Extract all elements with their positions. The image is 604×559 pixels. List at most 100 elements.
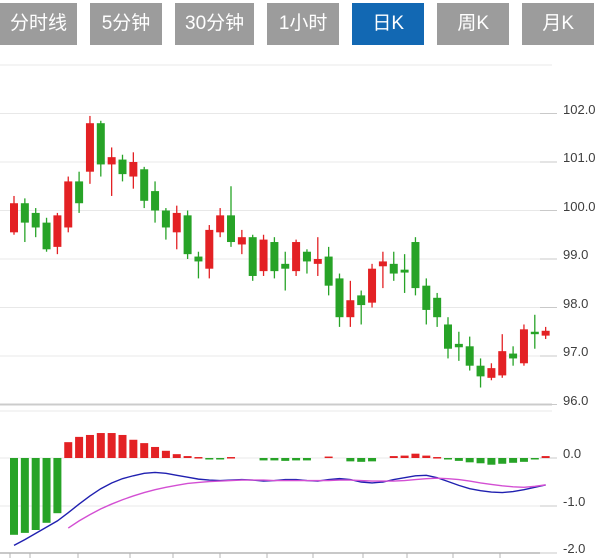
macd-bar bbox=[85, 434, 94, 458]
price-axis-label: 97.0 bbox=[563, 344, 589, 359]
candle-body bbox=[541, 330, 550, 336]
candle-body bbox=[183, 215, 192, 255]
macd-bar bbox=[541, 456, 550, 458]
candle-body bbox=[129, 162, 138, 177]
tab-1hour[interactable]: 1小时 bbox=[267, 3, 340, 45]
candle-body bbox=[227, 215, 235, 243]
candle-body bbox=[53, 215, 62, 247]
candle-body bbox=[509, 353, 518, 359]
macd-bar bbox=[42, 458, 51, 523]
price-axis-label: 102.0 bbox=[563, 101, 596, 117]
macd-bar bbox=[411, 453, 420, 458]
macd-bar bbox=[357, 458, 366, 462]
candle-body bbox=[530, 331, 539, 335]
macd-bar bbox=[96, 433, 105, 458]
tab-month-k[interactable]: 月K bbox=[522, 3, 595, 45]
candle-body bbox=[237, 237, 246, 245]
macd-bar bbox=[444, 458, 452, 460]
axis-ticks bbox=[9, 113, 557, 558]
candle-body bbox=[96, 123, 105, 165]
candle-body bbox=[411, 242, 420, 289]
candle-body bbox=[519, 329, 528, 364]
candle-body bbox=[42, 222, 51, 250]
candle-body bbox=[31, 212, 40, 228]
candle-body bbox=[107, 157, 116, 165]
candle-body bbox=[465, 346, 474, 366]
candle-body bbox=[151, 191, 160, 211]
price-axis-label: 98.0 bbox=[563, 295, 589, 311]
price-axis-label: 99.0 bbox=[563, 247, 589, 262]
dea-line bbox=[67, 477, 546, 529]
macd-bar bbox=[216, 458, 225, 460]
macd-bar bbox=[433, 457, 442, 459]
candle-body bbox=[216, 215, 225, 233]
candle-body bbox=[476, 365, 485, 377]
macd-bar bbox=[389, 456, 398, 458]
price-axis-label: 96.0 bbox=[563, 392, 589, 408]
candle-body bbox=[422, 285, 431, 310]
candle-body bbox=[75, 181, 84, 204]
tab-time-line[interactable]: 分时线 bbox=[0, 3, 78, 45]
tab-30min[interactable]: 30分钟 bbox=[175, 3, 255, 45]
macd-axis-label: -1.0 bbox=[563, 494, 586, 509]
period-tabbar: 分时线 5分钟 30分钟 1小时 日K 周K 月K bbox=[0, 3, 604, 45]
macd-bar bbox=[75, 436, 84, 458]
macd-bar bbox=[140, 443, 149, 458]
macd-bar bbox=[530, 458, 539, 460]
candle-body bbox=[140, 169, 149, 201]
macd-bar bbox=[346, 458, 355, 462]
candle-body bbox=[20, 203, 29, 223]
macd-bar bbox=[324, 456, 333, 459]
macd-bar bbox=[400, 455, 409, 458]
macd-bar bbox=[10, 458, 18, 535]
macd-bar bbox=[20, 458, 29, 533]
macd-histogram-layer bbox=[10, 433, 550, 535]
macd-bar bbox=[270, 458, 279, 461]
macd-lines-layer bbox=[13, 471, 546, 546]
candle-body bbox=[194, 256, 203, 262]
dif-line bbox=[13, 471, 546, 546]
macd-bar bbox=[161, 450, 170, 458]
tab-week-k[interactable]: 周K bbox=[437, 3, 510, 45]
macd-bar bbox=[227, 457, 235, 459]
macd-bar bbox=[151, 446, 160, 458]
candle-body bbox=[498, 351, 507, 376]
macd-bar bbox=[454, 458, 463, 461]
candle-body bbox=[378, 261, 387, 267]
macd-bar bbox=[107, 433, 116, 458]
macd-bar bbox=[509, 458, 518, 463]
macd-bar bbox=[118, 434, 127, 458]
candle-body bbox=[454, 343, 463, 348]
candle-body bbox=[346, 300, 355, 318]
macd-bar bbox=[368, 458, 377, 462]
macd-axis-label: -2.0 bbox=[563, 541, 586, 556]
price-axis-label: 101.0 bbox=[563, 150, 596, 165]
tab-5min[interactable]: 5分钟 bbox=[90, 3, 163, 45]
macd-bar bbox=[172, 454, 181, 458]
candle-body bbox=[444, 324, 452, 349]
macd-bar bbox=[259, 458, 268, 461]
macd-bar bbox=[422, 455, 431, 458]
candle-body bbox=[400, 269, 409, 273]
macd-bar bbox=[487, 458, 496, 465]
candle-body bbox=[281, 263, 290, 269]
candle-body bbox=[64, 181, 73, 228]
candle-body bbox=[433, 297, 442, 318]
candle-body bbox=[357, 295, 366, 306]
candle-body bbox=[161, 210, 170, 228]
candle-body bbox=[302, 251, 311, 262]
candle-body bbox=[389, 263, 398, 274]
candle-body bbox=[313, 259, 322, 264]
macd-bar bbox=[281, 458, 290, 461]
macd-bar bbox=[519, 458, 528, 462]
candles-layer bbox=[10, 115, 550, 388]
macd-axis-label: 0.0 bbox=[563, 446, 582, 461]
candle-body bbox=[270, 242, 279, 272]
candle-body bbox=[10, 203, 18, 233]
macd-bar bbox=[64, 442, 73, 458]
tab-day-k[interactable]: 日K bbox=[352, 3, 425, 45]
macd-bar bbox=[292, 458, 301, 461]
macd-bar bbox=[183, 456, 192, 458]
